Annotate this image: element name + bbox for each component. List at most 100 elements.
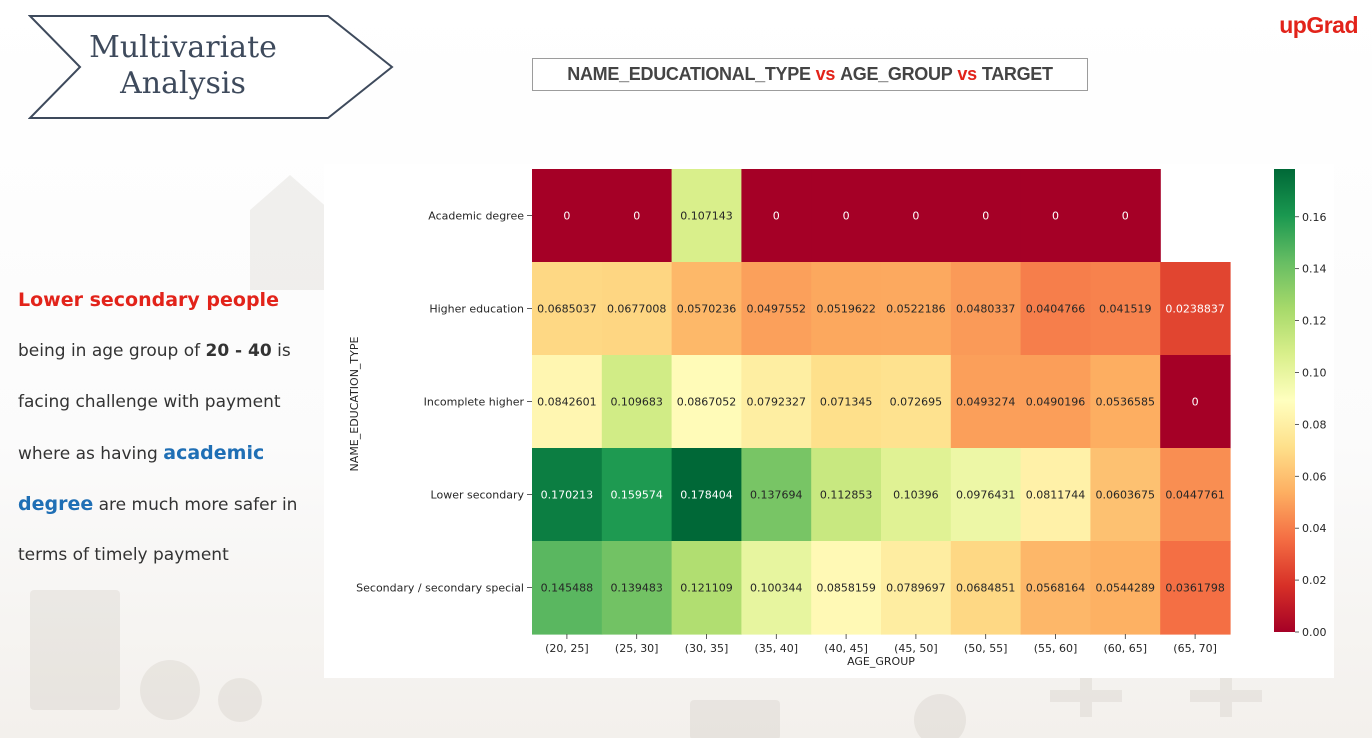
heatmap-cell-label: 0.0404766: [1026, 303, 1086, 316]
heatmap-cell: [1090, 169, 1161, 263]
heatmap-cell: [741, 541, 812, 635]
insight-highlight-academic: academic: [163, 442, 265, 464]
heatmap-cell-label: 0.0361798: [1165, 582, 1225, 595]
heatmap-cell: [532, 262, 603, 356]
heatmap-cell-label: 0.0544289: [1096, 582, 1156, 595]
page-title-line1: Multivariate: [89, 30, 277, 65]
insight-line: being in age group of 20 - 40 is: [18, 336, 318, 387]
heatmap-cell-label: 0.121109: [680, 582, 733, 595]
colorbar-tick-label: 0.06: [1302, 470, 1327, 483]
heatmap-cell: [1090, 355, 1161, 449]
insight-text-span: are much more safer in: [93, 495, 298, 515]
heatmap-cell-label: 0.0568164: [1026, 582, 1086, 595]
insight-text-span: terms of timely payment: [18, 545, 229, 565]
heatmap-cell-label: 0.0238837: [1165, 303, 1225, 316]
page-title-line2: Analysis: [120, 66, 246, 101]
heatmap-cell-label: 0: [1192, 396, 1199, 409]
heatmap-cell: [532, 355, 603, 449]
colorbar-tick-label: 0.02: [1302, 574, 1327, 587]
heatmap-cell-label: 0: [773, 210, 780, 223]
heatmap-cell: [811, 448, 882, 542]
heatmap-cell-label: 0.137694: [750, 489, 803, 502]
heatmap-cell-label: 0.0519622: [816, 303, 876, 316]
colorbar-tick-label: 0.10: [1302, 366, 1327, 379]
heatmap-cell: [881, 448, 952, 542]
x-tick-label: (60, 65]: [1104, 642, 1148, 655]
page-title: Multivariate Analysis: [88, 30, 278, 102]
heatmap-cell: [601, 448, 673, 542]
y-tick-label: Academic degree: [428, 210, 524, 223]
heatmap-cell-label: 0.0792327: [747, 396, 807, 409]
heatmap-cell: [811, 169, 882, 263]
chart-panel: 0 0 0.107143 0 0 0 0 0 0 0.0685037 0.0677008 0.0570…: [324, 164, 1334, 678]
x-tick-label: (65, 70]: [1173, 642, 1217, 655]
heatmap-cell-label: 0.0684851: [956, 582, 1016, 595]
heatmap-cell-label: 0.0493274: [956, 396, 1016, 409]
x-tick-label: (45, 50]: [894, 642, 938, 655]
heatmap-cell-label: 0.0536585: [1096, 396, 1156, 409]
heatmap-cell: [1020, 355, 1091, 449]
heatmap-cell-label: 0.139483: [610, 582, 663, 595]
heatmap-cell-label: 0.0789697: [886, 582, 946, 595]
heatmap-cell: [950, 448, 1022, 542]
heatmap-cell: [601, 169, 673, 263]
heatmap-cell-label: 0.0480337: [956, 303, 1016, 316]
heatmap-cell: [601, 355, 673, 449]
heatmap-cell-label: 0.0497552: [747, 303, 807, 316]
subtitle-vs-2: vs: [957, 64, 977, 84]
heatmap-cell: [881, 355, 952, 449]
heatmap-cell-label: 0: [563, 210, 570, 223]
slide-subtitle: NAME_EDUCATIONAL_TYPE vs AGE_GROUP vs TA…: [532, 58, 1088, 91]
x-tick-label: (50, 55]: [964, 642, 1008, 655]
heatmap-cell-label: 0.107143: [680, 210, 733, 223]
heatmap-cell: [532, 169, 603, 263]
x-tick-label: (20, 25]: [545, 642, 589, 655]
heatmap-cell-label: 0.0867052: [677, 396, 737, 409]
colorbar-tick-label: 0.14: [1302, 263, 1327, 276]
y-tick-label: Incomplete higher: [424, 396, 525, 409]
heatmap-cell: [881, 541, 952, 635]
insight-line: terms of timely payment: [18, 540, 318, 591]
y-tick-label: Higher education: [429, 303, 524, 316]
heatmap-cell: [1020, 448, 1091, 542]
title-banner: Multivariate Analysis: [28, 14, 398, 120]
heatmap-cell: [1020, 262, 1091, 356]
heatmap-cell-label: 0.178404: [680, 489, 733, 502]
insight-text-span: where as having: [18, 444, 164, 464]
x-tick-label: (35, 40]: [755, 642, 799, 655]
heatmap-cell: [671, 355, 742, 449]
heatmap-cell-label: 0.0685037: [537, 303, 597, 316]
heatmap-cell-label: 0.10396: [893, 489, 939, 502]
heatmap-cell-label: 0: [633, 210, 640, 223]
heatmap-cell: [950, 355, 1022, 449]
colorbar: [1274, 169, 1295, 632]
heatmap-cell-label: 0.112853: [820, 489, 873, 502]
heatmap-cell-label: 0: [843, 210, 850, 223]
insight-text-span: facing challenge with payment: [18, 392, 281, 412]
heatmap-cell-label: 0.0677008: [607, 303, 667, 316]
subtitle-variable-1: NAME_EDUCATIONAL_TYPE: [567, 64, 811, 84]
heatmap-cell-label: 0.100344: [750, 582, 803, 595]
heatmap-cell: [1160, 355, 1231, 449]
heatmap-cell: [1020, 541, 1091, 635]
x-tick-label: (55, 60]: [1034, 642, 1078, 655]
heatmap-cell-label: 0.072695: [890, 396, 943, 409]
heatmap-cell-label: 0.041519: [1099, 303, 1152, 316]
insight-text: Lower secondary people being in age grou…: [18, 285, 318, 591]
heatmap-cell-label: 0.0811744: [1026, 489, 1086, 502]
y-tick-label: Lower secondary: [431, 489, 525, 502]
heatmap-cell-label: 0.0603675: [1096, 489, 1156, 502]
subtitle-variable-2: AGE_GROUP: [840, 64, 953, 84]
heatmap-cell-label: 0.0858159: [816, 582, 876, 595]
heatmap-chart: 0 0 0.107143 0 0 0 0 0 0 0.0685037 0.0677008 0.0570…: [348, 169, 1327, 668]
heatmap-cell: [1160, 262, 1231, 356]
heatmap-cell-label: 0: [1052, 210, 1059, 223]
brand-logo: upGrad: [1279, 12, 1358, 38]
colorbar-tick-label: 0.04: [1302, 522, 1327, 535]
heatmap-cell: [811, 262, 882, 356]
heatmap-cell: [601, 262, 673, 356]
heatmap-cell-label: 0.0842601: [537, 396, 597, 409]
heatmap-cell-label: 0.0522186: [886, 303, 946, 316]
insight-highlight-degree: degree: [18, 493, 94, 515]
insight-line: facing challenge with payment: [18, 387, 318, 438]
